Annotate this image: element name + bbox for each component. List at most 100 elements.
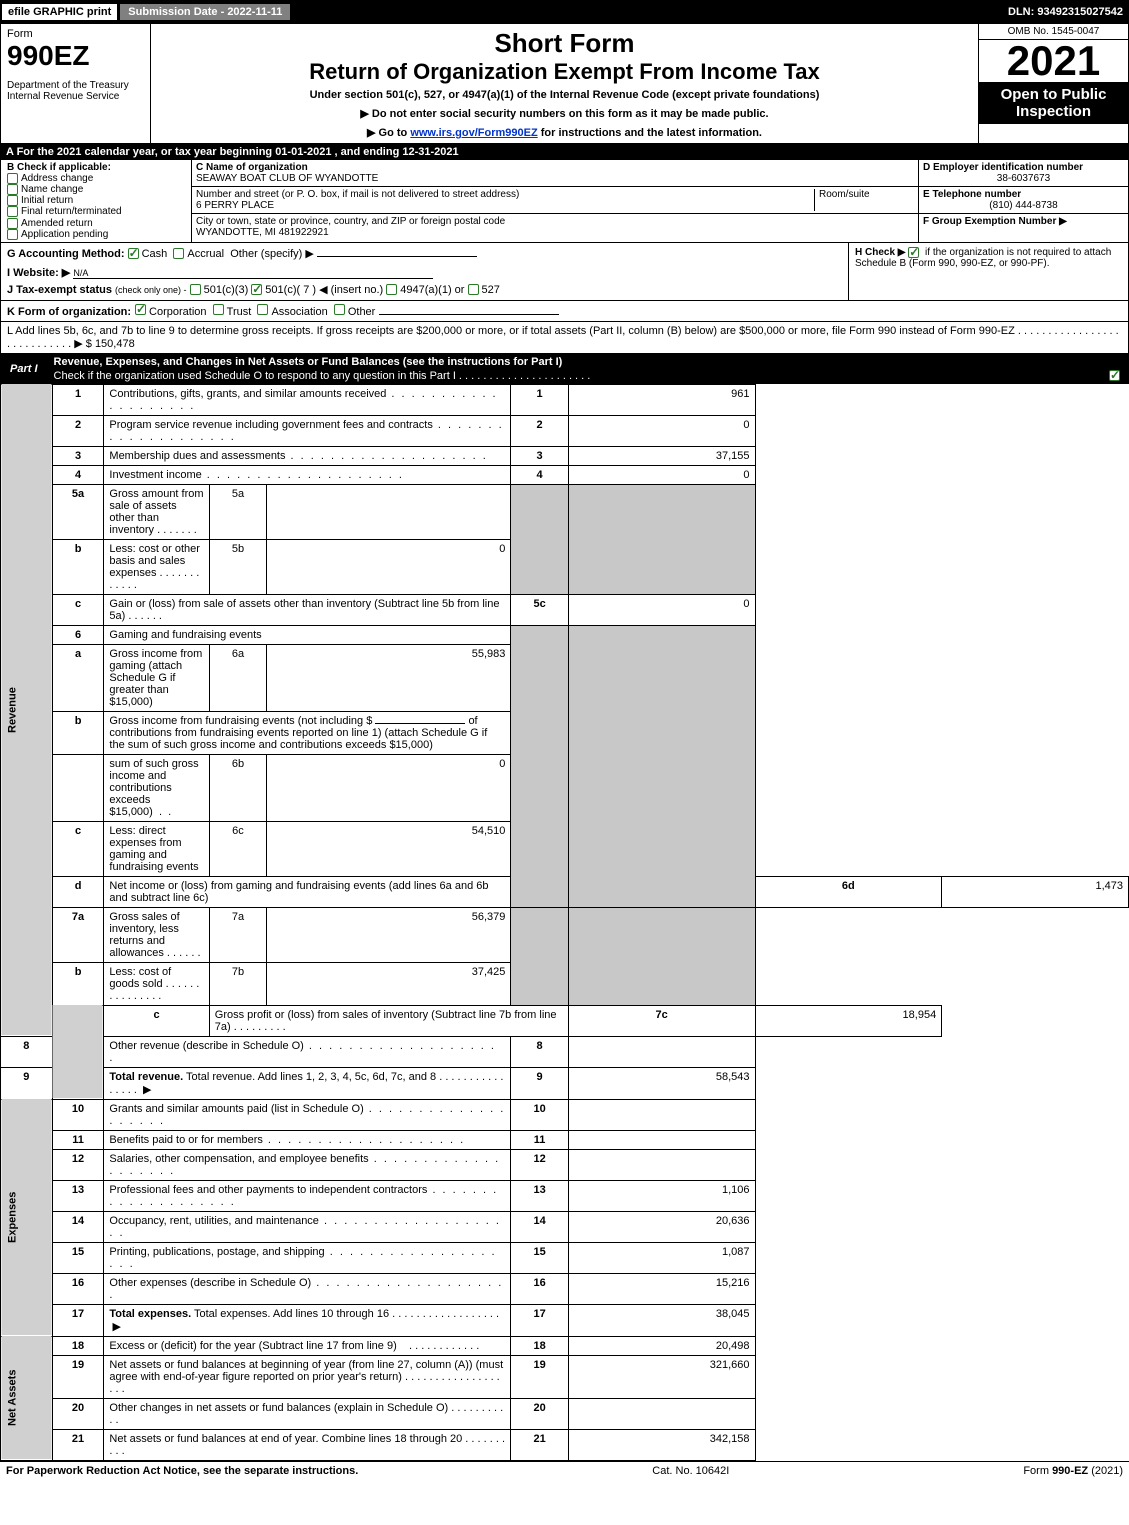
line-19-rnum: 19 — [511, 1355, 568, 1398]
line-16-desc: Other expenses (describe in Schedule O) — [109, 1277, 311, 1289]
line-5b-num: b — [52, 539, 104, 594]
irs-link[interactable]: www.irs.gov/Form990EZ — [410, 127, 537, 139]
line-8-value — [568, 1036, 755, 1067]
line-6a-sublbl: 6a — [209, 644, 266, 711]
section-bcd: B Check if applicable: Address change Na… — [0, 160, 1129, 243]
line-11-rnum: 11 — [511, 1130, 568, 1149]
k-corp-box[interactable] — [135, 304, 146, 315]
line-13-value: 1,106 — [568, 1180, 755, 1211]
efile-print-label[interactable]: efile GRAPHIC print — [0, 2, 119, 22]
line-5b-desc: Less: cost or other basis and sales expe… — [109, 543, 200, 579]
c-name-label: C Name of organization — [196, 162, 378, 173]
j-4947-box[interactable] — [386, 284, 397, 295]
j-501c3-box[interactable] — [190, 284, 201, 295]
f-group-label: F Group Exemption Number ▶ — [923, 216, 1124, 227]
line-7a-sublbl: 7a — [209, 907, 266, 962]
revenue-side-label: Revenue — [1, 384, 53, 1036]
b-opt-final[interactable]: Final return/terminated — [7, 206, 185, 217]
b-label: B Check if applicable: — [7, 162, 185, 173]
b-opt-name[interactable]: Name change — [7, 184, 185, 195]
form-title-1: Short Form — [157, 28, 972, 59]
e-tel-label: E Telephone number — [923, 189, 1124, 200]
b-opt-0-label: Address change — [21, 173, 93, 184]
line-3-num: 3 — [52, 446, 104, 465]
j-527-box[interactable] — [468, 284, 479, 295]
line-11-value — [568, 1130, 755, 1149]
j-501c-box[interactable] — [251, 284, 262, 295]
part1-header: Part I Revenue, Expenses, and Changes in… — [0, 354, 1129, 384]
part1-title: Revenue, Expenses, and Changes in Net As… — [48, 354, 1129, 370]
section-b: B Check if applicable: Address change Na… — [1, 160, 191, 242]
j-sub: (check only one) - — [115, 285, 187, 295]
line-7b-sublbl: 7b — [209, 962, 266, 1005]
line-16-value: 15,216 — [568, 1273, 755, 1304]
line-7c-desc: Gross profit or (loss) from sales of inv… — [215, 1009, 557, 1033]
line-8-rnum: 8 — [511, 1036, 568, 1067]
line-16-num: 16 — [52, 1273, 104, 1304]
g-label: G Accounting Method: — [7, 248, 125, 260]
g-accrual-label: Accrual — [187, 248, 224, 260]
line-4-desc: Investment income — [109, 469, 201, 481]
line-2-num: 2 — [52, 415, 104, 446]
line-7b-num: b — [52, 962, 104, 1005]
part1-table: Revenue 1 Contributions, gifts, grants, … — [0, 384, 1129, 1461]
h-checkbox[interactable] — [908, 247, 919, 258]
g-other-label: Other (specify) ▶ — [230, 248, 314, 260]
line-6b-num: b — [52, 711, 104, 754]
line-9-value: 58,543 — [568, 1067, 755, 1099]
department-label: Department of the Treasury Internal Reve… — [7, 80, 144, 102]
line-10-value — [568, 1099, 755, 1130]
line-20-value — [568, 1398, 755, 1429]
line-2-rnum: 2 — [511, 415, 568, 446]
line-21-rnum: 21 — [511, 1429, 568, 1460]
g-accrual-checkbox[interactable] — [173, 248, 184, 259]
ein-value: 38-6037673 — [923, 173, 1124, 184]
k-corp-label: Corporation — [149, 306, 206, 318]
line-6b-sublbl: 6b — [209, 754, 266, 821]
d-ein-label: D Employer identification number — [923, 162, 1124, 173]
part1-scheduleo-checkbox[interactable] — [1109, 370, 1120, 381]
line-8-num: 8 — [1, 1036, 53, 1067]
part1-subtitle: Check if the organization used Schedule … — [54, 370, 1109, 382]
line-18-rnum: 18 — [511, 1336, 568, 1355]
line-j: J Tax-exempt status (check only one) - 5… — [7, 283, 842, 296]
org-name: SEAWAY BOAT CLUB OF WYANDOTTE — [196, 173, 378, 184]
k-trust-box[interactable] — [213, 304, 224, 315]
i-label: I Website: ▶ — [7, 267, 70, 279]
h-label: H Check ▶ — [855, 247, 905, 258]
g-cash-checkbox[interactable] — [128, 248, 139, 259]
line-3-desc: Membership dues and assessments — [109, 450, 285, 462]
line-a: A For the 2021 calendar year, or tax yea… — [0, 144, 1129, 160]
line-8-desc: Other revenue (describe in Schedule O) — [109, 1040, 303, 1052]
line-5c-num: c — [52, 594, 104, 625]
footer-left: For Paperwork Reduction Act Notice, see … — [6, 1465, 358, 1477]
line-9-rnum: 9 — [511, 1067, 568, 1099]
b-opt-pending[interactable]: Application pending — [7, 229, 185, 240]
line-3-value: 37,155 — [568, 446, 755, 465]
org-street: 6 PERRY PLACE — [196, 200, 814, 211]
b-opt-2-label: Initial return — [21, 195, 73, 206]
b-opt-4-label: Amended return — [21, 218, 93, 229]
g-cash-label: Cash — [142, 248, 168, 260]
line-7c-value: 18,954 — [755, 1005, 942, 1036]
ssn-warning: ▶ Do not enter social security numbers o… — [157, 107, 972, 120]
k-assoc-label: Association — [271, 306, 327, 318]
line-5a-sublbl: 5a — [209, 484, 266, 539]
b-opt-amended[interactable]: Amended return — [7, 218, 185, 229]
b-opt-address[interactable]: Address change — [7, 173, 185, 184]
line-9-desc: Total revenue. Add lines 1, 2, 3, 4, 5c,… — [186, 1071, 436, 1083]
line-6-desc: Gaming and fundraising events — [109, 629, 261, 641]
k-other-box[interactable] — [334, 304, 345, 315]
line-18-desc: Excess or (deficit) for the year (Subtra… — [109, 1340, 396, 1352]
line-15-rnum: 15 — [511, 1242, 568, 1273]
j-501c3-label: 501(c)(3) — [204, 284, 249, 296]
part1-tab: Part I — [0, 361, 48, 377]
b-opt-initial[interactable]: Initial return — [7, 195, 185, 206]
k-assoc-box[interactable] — [257, 304, 268, 315]
line-17-num: 17 — [52, 1304, 104, 1336]
line-17-value: 38,045 — [568, 1304, 755, 1336]
line-2-value: 0 — [568, 415, 755, 446]
line-15-value: 1,087 — [568, 1242, 755, 1273]
line-g: G Accounting Method: Cash Accrual Other … — [7, 247, 842, 260]
line-19-num: 19 — [52, 1355, 104, 1398]
